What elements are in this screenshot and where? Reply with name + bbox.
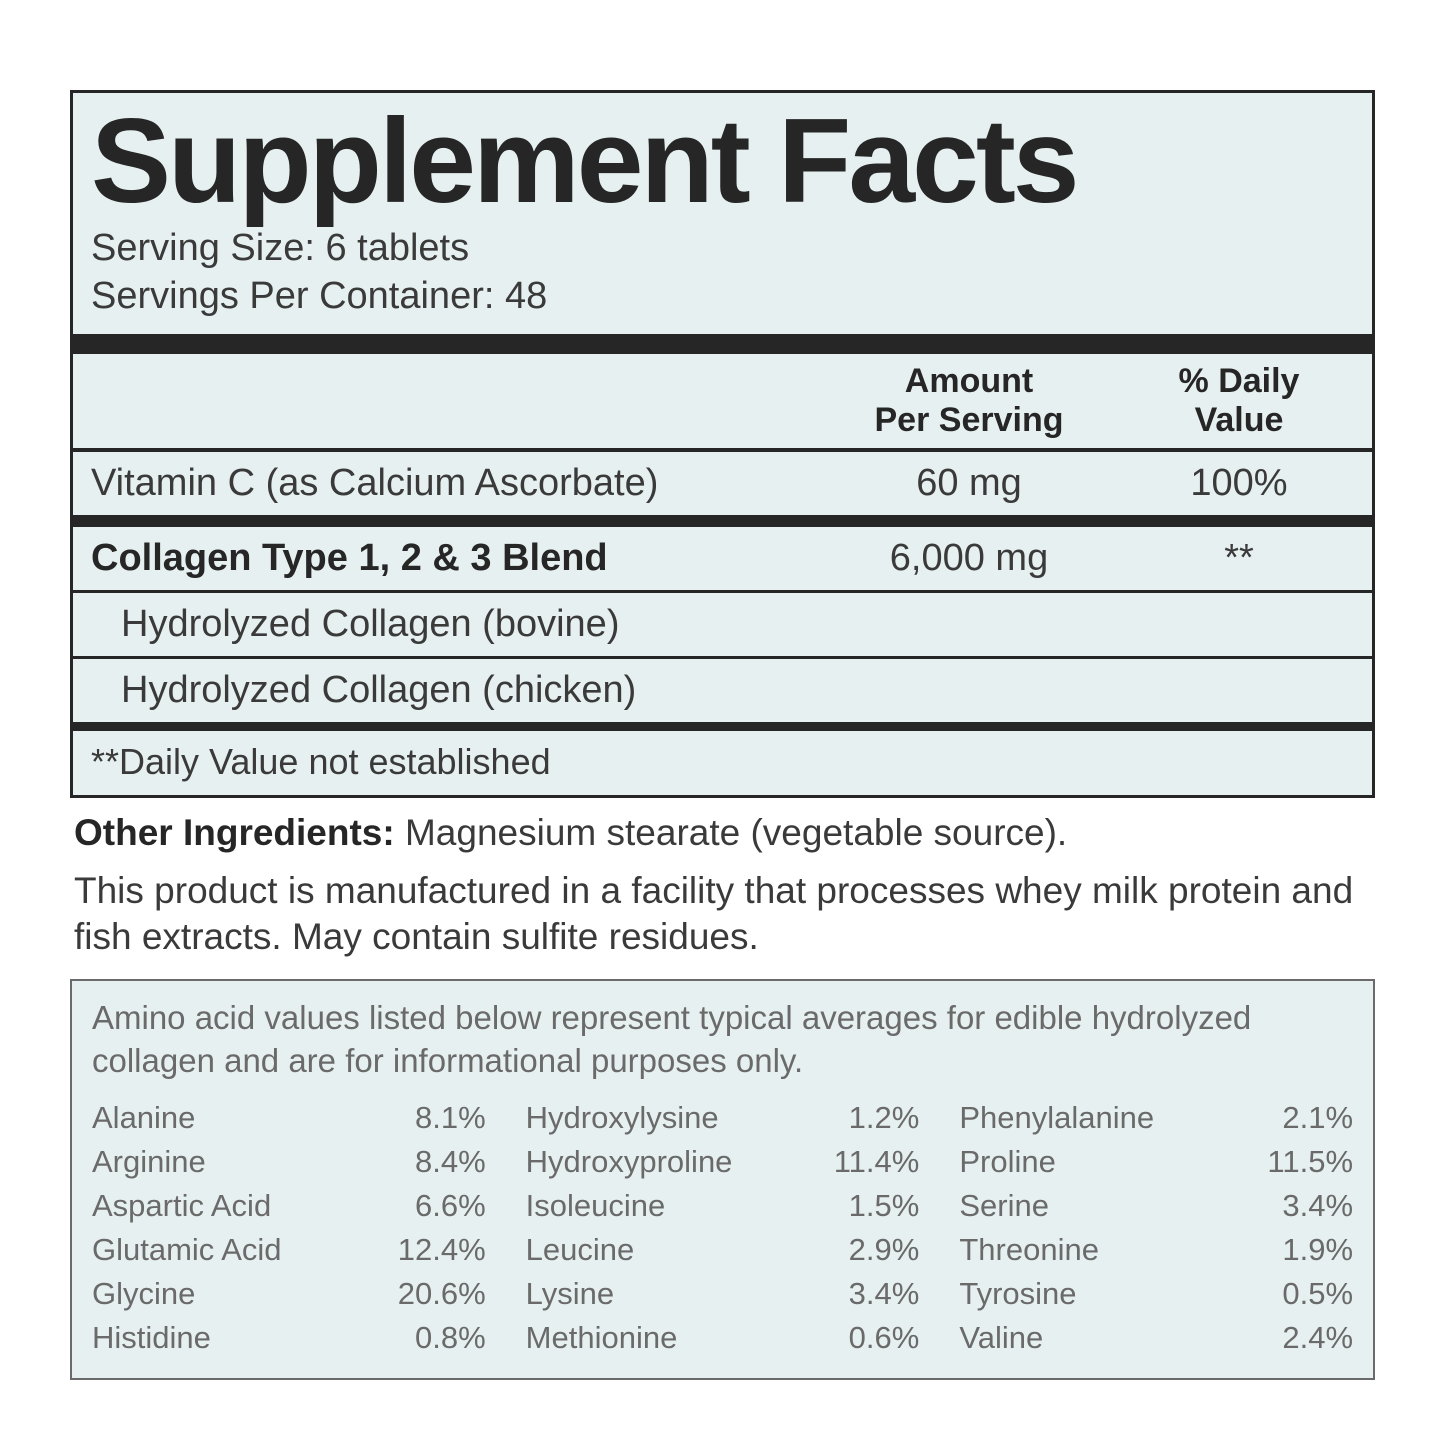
supplement-facts-panel: Supplement Facts Serving Size: 6 tablets… bbox=[70, 90, 1375, 798]
rule-thick bbox=[73, 334, 1372, 354]
amino-name: Alanine bbox=[92, 1100, 195, 1136]
amino-value: 12.4% bbox=[398, 1232, 486, 1268]
amino-item: Aspartic Acid 6.6% bbox=[92, 1184, 486, 1228]
amino-item: Alanine 8.1% bbox=[92, 1096, 486, 1140]
amino-col-2: Hydroxylysine 1.2% Hydroxyproline 11.4% Isol… bbox=[526, 1096, 920, 1360]
serving-block: Serving Size: 6 tablets Servings Per Con… bbox=[73, 221, 1372, 334]
amino-name: Leucine bbox=[526, 1232, 635, 1268]
row-dv: 100% bbox=[1124, 462, 1354, 505]
amino-value: 0.8% bbox=[415, 1320, 486, 1356]
amino-name: Serine bbox=[959, 1188, 1049, 1224]
amino-value: 11.4% bbox=[834, 1144, 920, 1180]
panel-title: Supplement Facts bbox=[73, 93, 1372, 221]
amino-item: Glutamic Acid 12.4% bbox=[92, 1228, 486, 1272]
footnote: **Daily Value not established bbox=[73, 722, 1372, 798]
row-name: Vitamin C (as Calcium Ascorbate) bbox=[91, 462, 814, 505]
row-chicken: Hydrolyzed Collagen (chicken) bbox=[73, 659, 1372, 722]
amino-item: Glycine 20.6% bbox=[92, 1272, 486, 1316]
amino-value: 2.4% bbox=[1282, 1320, 1353, 1356]
amino-item: Hydroxyproline 11.4% bbox=[526, 1140, 920, 1184]
amino-name: Phenylalanine bbox=[959, 1100, 1154, 1136]
allergen-disclaimer: This product is manufactured in a facili… bbox=[70, 860, 1375, 979]
amino-name: Arginine bbox=[92, 1144, 206, 1180]
header-row: AmountPer Serving % DailyValue bbox=[73, 354, 1372, 452]
amino-name: Isoleucine bbox=[526, 1188, 666, 1224]
row-collagen-blend: Collagen Type 1, 2 & 3 Blend 6,000 mg ** bbox=[73, 518, 1372, 593]
amino-value: 6.6% bbox=[415, 1188, 486, 1224]
amino-value: 1.2% bbox=[849, 1100, 920, 1136]
amino-value: 11.5% bbox=[1267, 1144, 1353, 1180]
row-name: Hydrolyzed Collagen (bovine) bbox=[91, 603, 814, 646]
amino-item: Leucine 2.9% bbox=[526, 1228, 920, 1272]
row-amount: 60 mg bbox=[814, 462, 1124, 505]
amino-value: 20.6% bbox=[398, 1276, 486, 1312]
amino-col-1: Alanine 8.1% Arginine 8.4% Aspartic Acid 6.6%… bbox=[92, 1096, 486, 1360]
amino-name: Lysine bbox=[526, 1276, 614, 1312]
amino-intro: Amino acid values listed below represent… bbox=[92, 997, 1353, 1083]
amino-item: Serine 3.4% bbox=[959, 1184, 1353, 1228]
amino-name: Methionine bbox=[526, 1320, 678, 1356]
other-text: Magnesium stearate (vegetable source). bbox=[395, 812, 1068, 853]
amino-value: 2.9% bbox=[849, 1232, 920, 1268]
amino-value: 1.9% bbox=[1282, 1232, 1353, 1268]
row-name: Collagen Type 1, 2 & 3 Blend bbox=[91, 537, 814, 580]
amino-item: Arginine 8.4% bbox=[92, 1140, 486, 1184]
amino-item: Tyrosine 0.5% bbox=[959, 1272, 1353, 1316]
amino-item: Lysine 3.4% bbox=[526, 1272, 920, 1316]
row-dv: ** bbox=[1124, 537, 1354, 580]
amino-col-3: Phenylalanine 2.1% Proline 11.5% Serine 3.4% T… bbox=[959, 1096, 1353, 1360]
header-amount: AmountPer Serving bbox=[814, 362, 1124, 440]
amino-name: Glutamic Acid bbox=[92, 1232, 282, 1268]
amino-name: Hydroxyproline bbox=[526, 1144, 733, 1180]
header-dv: % DailyValue bbox=[1124, 362, 1354, 440]
amino-item: Threonine 1.9% bbox=[959, 1228, 1353, 1272]
amino-item: Hydroxylysine 1.2% bbox=[526, 1096, 920, 1140]
amino-value: 0.6% bbox=[849, 1320, 920, 1356]
amino-name: Glycine bbox=[92, 1276, 195, 1312]
amino-value: 3.4% bbox=[849, 1276, 920, 1312]
row-vitamin-c: Vitamin C (as Calcium Ascorbate) 60 mg 1… bbox=[73, 452, 1372, 518]
servings-per-container: Servings Per Container: 48 bbox=[91, 273, 1354, 321]
amino-item: Proline 11.5% bbox=[959, 1140, 1353, 1184]
amino-value: 8.1% bbox=[415, 1100, 486, 1136]
amino-value: 2.1% bbox=[1282, 1100, 1353, 1136]
other-ingredients: Other Ingredients: Magnesium stearate (v… bbox=[70, 798, 1375, 860]
row-amount: 6,000 mg bbox=[814, 537, 1124, 580]
amino-item: Phenylalanine 2.1% bbox=[959, 1096, 1353, 1140]
row-name: Hydrolyzed Collagen (chicken) bbox=[91, 669, 814, 712]
amino-acid-box: Amino acid values listed below represent… bbox=[70, 979, 1375, 1381]
amino-name: Threonine bbox=[959, 1232, 1099, 1268]
serving-size: Serving Size: 6 tablets bbox=[91, 225, 1354, 273]
amino-name: Aspartic Acid bbox=[92, 1188, 271, 1224]
amino-value: 8.4% bbox=[415, 1144, 486, 1180]
amino-name: Tyrosine bbox=[959, 1276, 1076, 1312]
amino-name: Valine bbox=[959, 1320, 1043, 1356]
amino-value: 3.4% bbox=[1282, 1188, 1353, 1224]
amino-name: Histidine bbox=[92, 1320, 211, 1356]
other-label: Other Ingredients: bbox=[74, 812, 395, 853]
amino-name: Proline bbox=[959, 1144, 1056, 1180]
amino-item: Valine 2.4% bbox=[959, 1316, 1353, 1360]
amino-grid: Alanine 8.1% Arginine 8.4% Aspartic Acid 6.6%… bbox=[92, 1096, 1353, 1360]
amino-name: Hydroxylysine bbox=[526, 1100, 719, 1136]
amino-item: Isoleucine 1.5% bbox=[526, 1184, 920, 1228]
row-bovine: Hydrolyzed Collagen (bovine) bbox=[73, 593, 1372, 659]
amino-value: 1.5% bbox=[849, 1188, 920, 1224]
amino-item: Histidine 0.8% bbox=[92, 1316, 486, 1360]
amino-value: 0.5% bbox=[1282, 1276, 1353, 1312]
amino-item: Methionine 0.6% bbox=[526, 1316, 920, 1360]
